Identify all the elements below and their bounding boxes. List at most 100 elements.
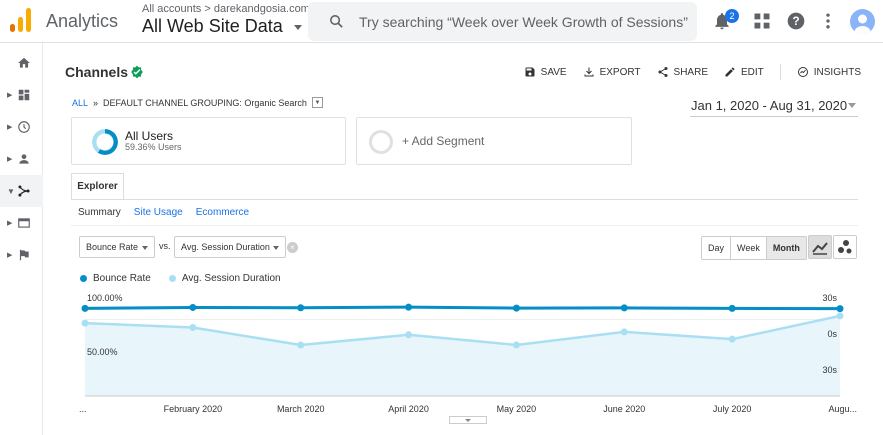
caret-right-icon: ▶	[7, 124, 13, 131]
help-icon[interactable]: ?	[786, 11, 806, 31]
insights-button[interactable]: INSIGHTS	[797, 66, 861, 78]
breadcrumb-separator: »	[93, 97, 99, 108]
explorer-subtabs: Summary Site Usage Ecommerce	[78, 207, 249, 218]
legend-swatch	[168, 275, 176, 282]
data-point-avg-session-duration	[189, 324, 197, 332]
dashboard-icon	[18, 89, 30, 101]
y-axis-left-label: 50.00%	[87, 347, 118, 357]
chart-legend: Bounce Rate Avg. Session Duration	[80, 273, 281, 284]
insights-icon	[797, 67, 808, 77]
x-axis-tick-label: Augu...	[828, 404, 857, 414]
line-chart-toggle[interactable]	[808, 235, 832, 259]
search-icon	[330, 15, 343, 28]
caret-right-icon: ▶	[7, 252, 13, 259]
legend-swatch	[80, 275, 87, 282]
chart-resize-handle[interactable]	[449, 416, 487, 424]
segment-all-users[interactable]: All Users 59.36% Users	[71, 117, 346, 165]
x-axis-tick-label: July 2020	[713, 404, 752, 414]
sidebar-item-realtime[interactable]: ▶	[0, 111, 43, 143]
tab-divider	[71, 199, 858, 200]
period-toggle: Day Week Month	[701, 236, 807, 260]
verified-check-icon	[131, 65, 143, 79]
data-point-bounce-rate	[512, 304, 520, 312]
sidebar-item-audience[interactable]: ▶	[0, 143, 43, 175]
sidebar-item-behavior[interactable]: ▶	[0, 207, 43, 239]
period-day-button[interactable]: Day	[702, 237, 732, 259]
date-range-caret-icon[interactable]	[848, 103, 856, 108]
motion-chart-toggle[interactable]	[833, 235, 857, 259]
grouping-dropdown-icon[interactable]: ▼	[311, 97, 323, 108]
data-point-avg-session-duration	[512, 341, 520, 349]
period-week-button[interactable]: Week	[731, 237, 767, 259]
actions-divider	[779, 64, 781, 80]
period-month-button[interactable]: Month	[766, 237, 806, 259]
tab-explorer[interactable]: Explorer	[71, 173, 124, 200]
sidebar-item-customization[interactable]: ▶	[0, 79, 43, 111]
caret-right-icon: ▶	[7, 220, 13, 227]
series-line-bounce-rate	[84, 305, 841, 311]
subtab-ecommerce[interactable]: Ecommerce	[195, 207, 250, 218]
vs-label: vs.	[159, 241, 171, 251]
acquisition-icon	[18, 185, 30, 197]
clear-metric-icon[interactable]: ×	[287, 242, 298, 253]
export-button[interactable]: EXPORT	[583, 66, 641, 78]
flag-icon	[19, 249, 29, 261]
y-axis-right-label: 0s	[827, 329, 837, 339]
x-axis-tick-label: April 2020	[388, 404, 429, 414]
property-name[interactable]: All Web Site Data	[142, 16, 310, 37]
person-icon	[19, 154, 29, 164]
breadcrumb: ALL » DEFAULT CHANNEL GROUPING: Organic …	[72, 97, 323, 108]
chevron-down-icon	[293, 24, 302, 30]
x-axis-tick-label: March 2020	[277, 404, 325, 414]
save-icon	[525, 67, 535, 77]
apps-grid-icon[interactable]	[752, 11, 772, 31]
edit-button[interactable]: EDIT	[724, 66, 764, 78]
y-axis-right-label: 30s	[822, 365, 837, 375]
date-range-picker[interactable]: Jan 1, 2020 - Aug 31, 2020	[691, 98, 848, 113]
primary-metric-select[interactable]: Bounce Rate	[79, 236, 155, 258]
data-point-avg-session-duration	[836, 312, 844, 320]
data-point-avg-session-duration	[405, 331, 413, 339]
more-vert-icon[interactable]	[818, 11, 838, 31]
share-icon	[658, 67, 668, 77]
breadcrumb-all-link[interactable]: ALL	[72, 97, 89, 108]
notification-badge: 2	[725, 9, 739, 23]
data-point-avg-session-duration	[81, 319, 89, 327]
data-point-bounce-rate	[620, 304, 628, 312]
legend-item-avg-session-duration[interactable]: Avg. Session Duration	[168, 273, 281, 284]
data-point-avg-session-duration	[728, 335, 736, 343]
data-point-bounce-rate	[81, 304, 89, 312]
subtab-divider	[71, 225, 858, 226]
x-axis-tick-label: February 2020	[164, 404, 223, 414]
secondary-metric-select[interactable]: Avg. Session Duration	[174, 236, 286, 258]
subtab-site-usage[interactable]: Site Usage	[133, 207, 183, 218]
line-chart: 100.00% 50.00% 30s 0s 30s... February 2020 Mar…	[79, 293, 857, 414]
sidebar-item-home[interactable]	[0, 47, 43, 79]
clock-icon	[18, 121, 30, 133]
subtab-summary[interactable]: Summary	[78, 207, 121, 218]
segment-share: 59.36% Users	[125, 142, 182, 152]
avatar[interactable]	[850, 9, 875, 34]
segment-name: All Users	[125, 129, 174, 143]
legend-item-bounce-rate[interactable]: Bounce Rate	[80, 273, 151, 284]
sidebar-item-acquisition[interactable]: ▼	[0, 175, 43, 207]
add-segment-button[interactable]: + Add Segment	[356, 117, 632, 165]
caret-right-icon: ▶	[7, 92, 13, 99]
search-box[interactable]: Try searching “Week over Week Growth of …	[308, 2, 697, 41]
save-button[interactable]: SAVE	[524, 66, 567, 78]
bubble-chart-icon	[838, 240, 852, 254]
svg-text:?: ?	[792, 15, 799, 28]
date-range-underline	[690, 116, 858, 117]
line-chart-icon	[812, 242, 828, 255]
account-selector[interactable]: All accounts > darekandgosia.com All Web…	[142, 3, 310, 37]
y-axis-left-label: 100.00%	[87, 293, 123, 303]
share-button[interactable]: SHARE	[657, 66, 708, 78]
data-point-bounce-rate	[405, 303, 413, 311]
empty-segment-ring-icon	[369, 130, 393, 154]
data-point-bounce-rate	[297, 304, 305, 312]
search-input[interactable]: Try searching “Week over Week Growth of …	[359, 14, 688, 30]
series-line-avg-session-duration	[84, 314, 841, 347]
sidebar: ▶ ▶ ▶ ▼ ▶ ▶	[0, 43, 43, 435]
analytics-logo-icon[interactable]	[10, 8, 32, 32]
sidebar-item-conversions[interactable]: ▶	[0, 239, 43, 271]
